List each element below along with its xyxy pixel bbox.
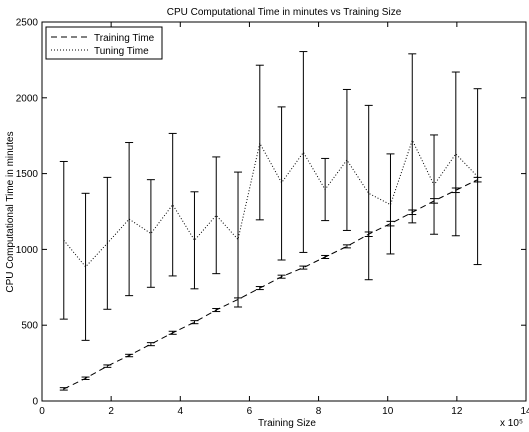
y-tick-label: 2500: [16, 18, 39, 29]
x-tick-label: 14: [520, 406, 529, 417]
y-tick-label: 1500: [16, 169, 39, 180]
x-axis-title: Training Size: [258, 418, 316, 429]
tuning-time-error-bar: [125, 142, 134, 297]
tuning-time-error-bar: [59, 160, 68, 320]
tuning-time-error-bar: [408, 53, 417, 224]
legend-label-tuning-time: Tuning Time: [94, 46, 149, 57]
plot-area: [41, 21, 527, 402]
y-tick-label: 500: [21, 321, 38, 332]
x-tick-label: 12: [451, 406, 463, 417]
legend-box: [45, 26, 163, 60]
y-tick-label: 2000: [16, 93, 39, 104]
y-tick-label: 1000: [16, 245, 39, 256]
tuning-time-error-bar: [342, 88, 351, 231]
tuning-time-error-bar: [81, 192, 90, 341]
tuning-time-error-bar: [364, 104, 373, 281]
x-tick-label: 6: [247, 406, 253, 417]
training-time-error-bar: [103, 364, 112, 368]
y-axis-title: CPU Computational Time in minutes: [5, 131, 16, 292]
x-tick-label: 0: [39, 406, 45, 417]
x-axis-multiplier: x 10⁵: [500, 418, 523, 429]
tuning-time-error-bar: [190, 191, 199, 290]
x-tick-label: 10: [382, 406, 394, 417]
x-tick-label: 2: [108, 406, 114, 417]
tuning-time-line: [63, 138, 478, 268]
legend: Training Time Tuning Time: [45, 26, 163, 60]
tuning-time-error-bar: [146, 179, 155, 288]
tuning-time-error-bar: [451, 71, 460, 237]
tuning-time-error-bar: [255, 64, 264, 221]
legend-label-training-time: Training Time: [94, 33, 155, 44]
x-tick-label: 4: [178, 406, 184, 417]
x-tick-label: 8: [316, 406, 322, 417]
y-tick-label: 0: [32, 397, 38, 408]
training-time-line: [63, 179, 478, 390]
tuning-time-error-bar: [473, 88, 482, 266]
tuning-time-error-bar: [277, 106, 286, 261]
tuning-time-error-bar: [234, 171, 243, 308]
tuning-time-error-bar: [299, 51, 308, 253]
tuning-time-error-bar: [212, 156, 221, 275]
chart-title: CPU Computational Time in minutes vs Tra…: [167, 7, 402, 18]
tuning-time-error-bar: [168, 132, 177, 277]
